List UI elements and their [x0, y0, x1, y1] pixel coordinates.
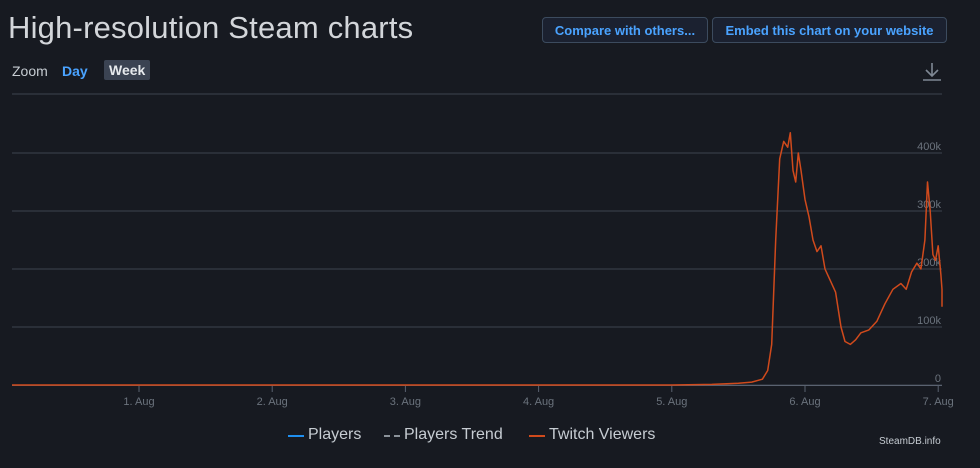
- grid-layer: [12, 152, 942, 386]
- embed-chart-button[interactable]: Embed this chart on your website: [712, 17, 947, 43]
- download-icon-glyph: [923, 63, 941, 81]
- x-tick-label: 6. Aug: [789, 396, 820, 408]
- download-icon[interactable]: [920, 60, 944, 84]
- y-tick-label: 100k: [917, 315, 941, 327]
- x-tick-label: 4. Aug: [523, 396, 554, 408]
- legend-label-twitch-viewers: Twitch Viewers: [549, 426, 656, 443]
- legend-label-players-trend: Players Trend: [404, 426, 503, 443]
- legend-swatch-players-trend: [384, 435, 400, 437]
- y-tick-label: 0: [935, 373, 941, 385]
- page-title: High-resolution Steam charts: [8, 10, 414, 45]
- x-tick-label: 7. Aug: [923, 396, 954, 408]
- compare-button[interactable]: Compare with others...: [542, 17, 708, 43]
- credit-label: SteamDB.info: [879, 436, 941, 447]
- y-tick-label: 400k: [917, 141, 941, 153]
- series-line-twitch-viewers[interactable]: [12, 131, 943, 386]
- x-tick-label: 1. Aug: [123, 396, 154, 408]
- x-tick-label: 5. Aug: [656, 396, 687, 408]
- legend-swatch-twitch-viewers: [529, 435, 545, 437]
- x-tick-label: 3. Aug: [390, 396, 421, 408]
- x-tick-label: 2. Aug: [257, 396, 288, 408]
- zoom-day-button[interactable]: Day: [62, 63, 88, 79]
- series-layer: [12, 131, 943, 386]
- zoom-week-button[interactable]: Week: [104, 60, 151, 80]
- legend: Players Players Trend Twitch Viewers: [0, 426, 980, 446]
- legend-swatch-players: [288, 435, 304, 437]
- zoom-label: Zoom: [12, 63, 48, 79]
- legend-label-players: Players: [308, 426, 362, 443]
